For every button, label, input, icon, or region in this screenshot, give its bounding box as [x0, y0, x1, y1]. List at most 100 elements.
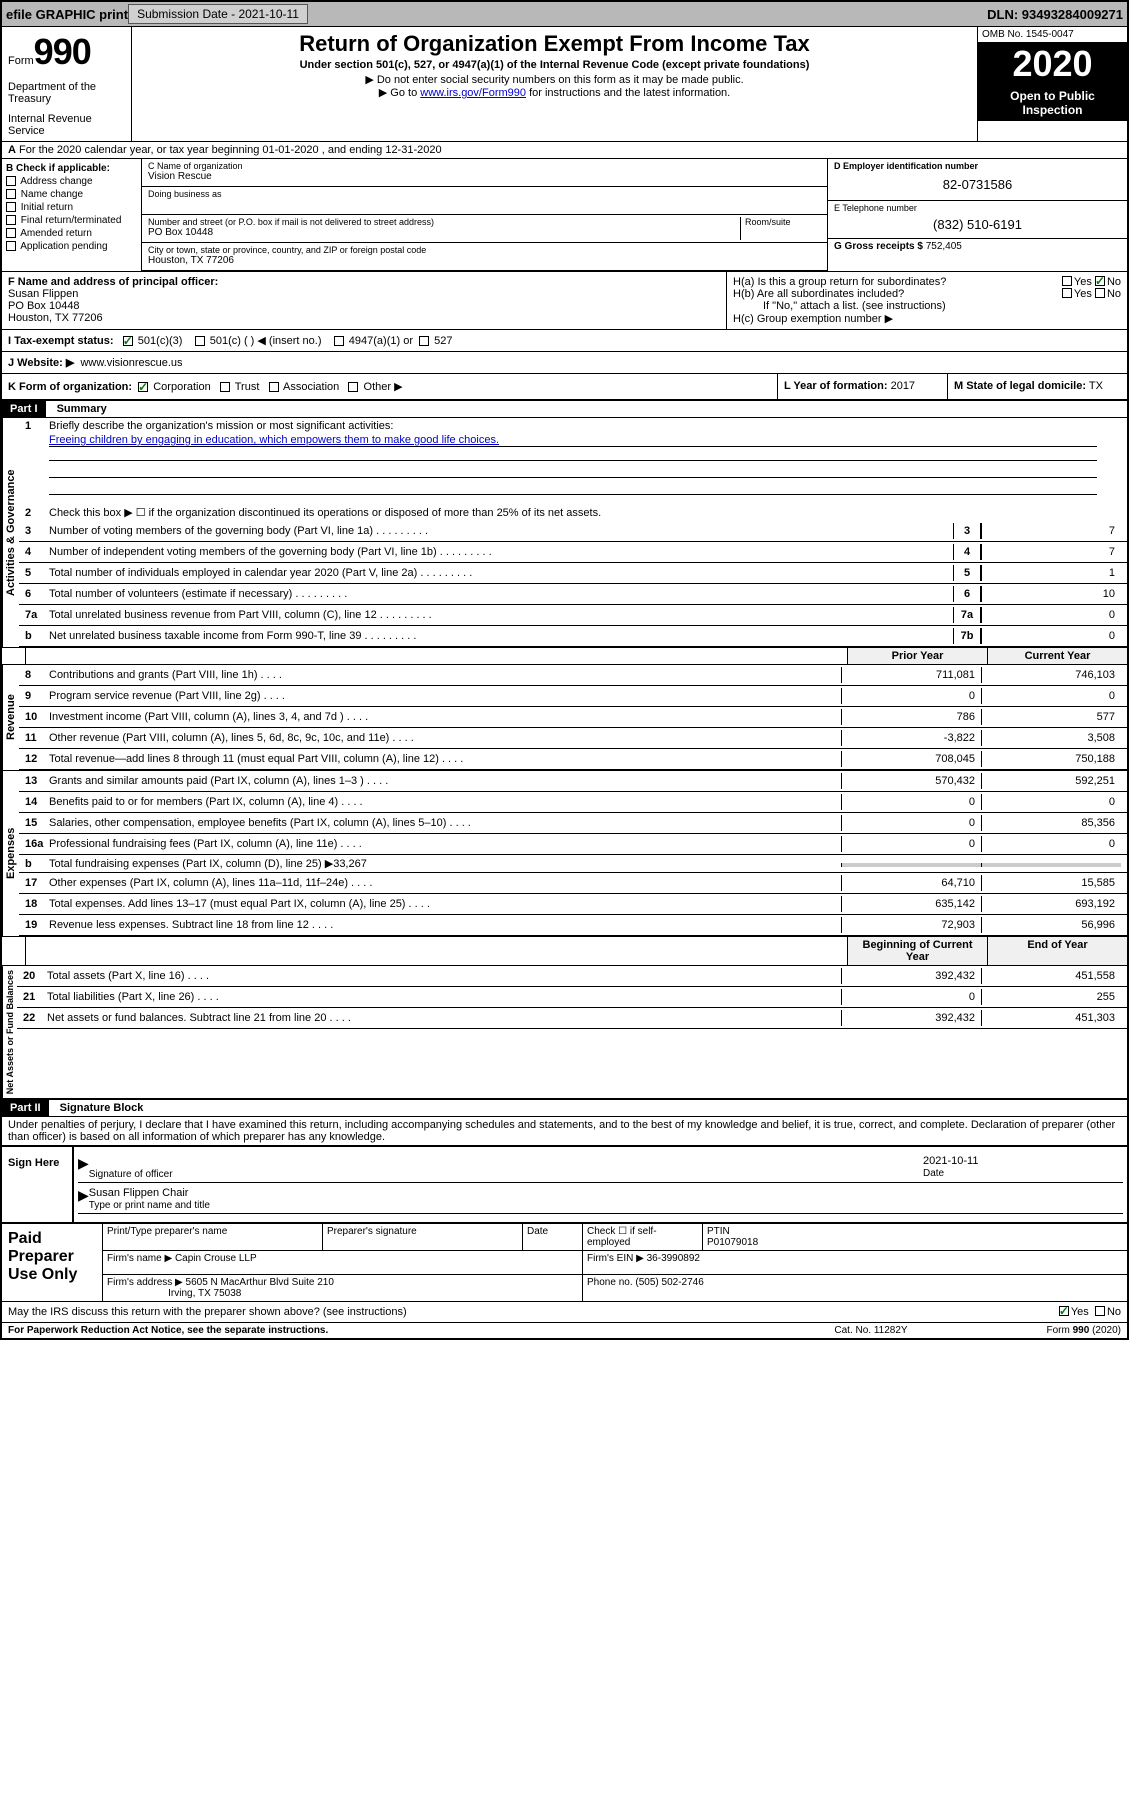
cb-501c3[interactable] [123, 336, 133, 346]
sig-date: 2021-10-11 [923, 1155, 978, 1167]
website-val: www.visionrescue.us [80, 357, 182, 369]
revenue-header: Prior Year Current Year [2, 647, 1127, 665]
b-item-3: Final return/terminated [21, 215, 122, 226]
tel-val: (832) 510-6191 [834, 213, 1121, 236]
footer-mid: Cat. No. 11282Y [771, 1325, 971, 1336]
cb-corp[interactable] [138, 382, 148, 392]
gross-label: G Gross receipts $ [834, 241, 923, 252]
officer-city: Houston, TX 77206 [8, 312, 720, 324]
sidebar-ag: Activities & Governance [2, 418, 19, 647]
efile-label: efile GRAPHIC print [6, 7, 128, 22]
tax-status-row: I Tax-exempt status: 501(c)(3) 501(c) ( … [2, 330, 1127, 352]
tax-year: 2020 [978, 43, 1127, 85]
date-label: Date [923, 1168, 944, 1179]
cb-501c[interactable] [195, 336, 205, 346]
cb-assoc[interactable] [269, 382, 279, 392]
checkbox-final[interactable] [6, 215, 16, 225]
b-item-2: Initial return [21, 202, 73, 213]
b-label: B Check if applicable: [6, 163, 110, 174]
form-box: Form990 Department of the Treasury Inter… [2, 27, 132, 141]
f-label: F Name and address of principal officer: [8, 276, 218, 288]
part1-title: Summary [49, 403, 107, 415]
firm-label: Firm's name ▶ [107, 1253, 172, 1264]
checkbox-amended[interactable] [6, 228, 16, 238]
org-name: Vision Rescue [148, 171, 821, 182]
submission-date-btn[interactable]: Submission Date - 2021-10-11 [128, 4, 308, 24]
section-f: F Name and address of principal officer:… [2, 272, 727, 329]
discuss-yes-cb[interactable] [1059, 1306, 1069, 1316]
netassets-header: Beginning of Current Year End of Year [2, 936, 1127, 966]
sig-officer-label: Signature of officer [89, 1155, 923, 1180]
addr-val: PO Box 10448 [148, 227, 740, 238]
form-word: Form [8, 55, 34, 67]
header-center: Return of Organization Exempt From Incom… [132, 27, 977, 141]
arrow-icon-2: ▶ [78, 1187, 89, 1211]
ein-label: Firm's EIN ▶ [587, 1253, 644, 1264]
m-val: TX [1089, 380, 1103, 392]
discuss-text: May the IRS discuss this return with the… [8, 1306, 1059, 1318]
checkbox-name[interactable] [6, 189, 16, 199]
footer-right: Form 990 (2020) [971, 1325, 1121, 1336]
activities-governance: Activities & Governance 1Briefly describ… [2, 418, 1127, 647]
sidebar-rev: Revenue [2, 665, 19, 770]
hb-yes[interactable] [1062, 288, 1072, 298]
part2-title: Signature Block [52, 1102, 144, 1114]
part1-header: Part I [2, 401, 46, 417]
checkbox-pending[interactable] [6, 241, 16, 251]
checkbox-initial[interactable] [6, 202, 16, 212]
prep-print-label: Print/Type preparer's name [103, 1224, 323, 1250]
yes-2: Yes [1074, 288, 1092, 300]
revenue-section: Revenue 8Contributions and grants (Part … [2, 665, 1127, 770]
hb-no[interactable] [1095, 288, 1105, 298]
discuss-no-cb[interactable] [1095, 1306, 1105, 1316]
no-2: No [1107, 288, 1121, 300]
ha-yes[interactable] [1062, 276, 1072, 286]
cb-other[interactable] [348, 382, 358, 392]
irs-link[interactable]: www.irs.gov/Form990 [420, 87, 526, 99]
topbar: efile GRAPHIC print Submission Date - 20… [2, 2, 1127, 27]
d-label: D Employer identification number [834, 161, 978, 171]
c-label: C Name of organization [148, 161, 821, 171]
footer: For Paperwork Reduction Act Notice, see … [2, 1322, 1127, 1338]
note-link: ▶ Go to www.irs.gov/Form990 for instruct… [140, 86, 969, 99]
discuss-no: No [1107, 1306, 1121, 1318]
16b-num: b [25, 858, 49, 870]
opt-corp: Corporation [153, 381, 210, 393]
b-item-0: Address change [20, 176, 92, 187]
discuss-row: May the IRS discuss this return with the… [2, 1301, 1127, 1322]
section-d: D Employer identification number 82-0731… [827, 159, 1127, 271]
sidebar-exp: Expenses [2, 771, 19, 936]
begin-year-hdr: Beginning of Current Year [847, 937, 987, 965]
ha-no[interactable] [1095, 276, 1105, 286]
part2-header: Part II [2, 1100, 49, 1116]
part1-header-row: Part I Summary [2, 401, 1127, 418]
section-h: H(a) Is this a group return for subordin… [727, 272, 1127, 329]
cb-527[interactable] [419, 336, 429, 346]
city-val: Houston, TX 77206 [148, 255, 821, 266]
mission-text[interactable]: Freeing children by engaging in educatio… [49, 434, 1097, 447]
ptin-label: PTIN [707, 1226, 730, 1237]
cb-4947[interactable] [334, 336, 344, 346]
arrow-icon: ▶ [78, 1155, 89, 1180]
ha-label: H(a) Is this a group return for subordin… [733, 276, 1062, 288]
website-row: J Website: ▶ www.visionrescue.us [2, 352, 1127, 374]
sidebar-net: Net Assets or Fund Balances [2, 966, 17, 1098]
form-title: Return of Organization Exempt From Incom… [140, 31, 969, 57]
room-label: Room/suite [745, 217, 821, 227]
line2-text: Check this box ▶ ☐ if the organization d… [49, 506, 1121, 519]
checkbox-address[interactable] [6, 176, 16, 186]
m-label: M State of legal domicile: [954, 380, 1086, 392]
line-a: A For the 2020 calendar year, or tax yea… [2, 142, 1127, 159]
cb-trust[interactable] [220, 382, 230, 392]
section-b-row: B Check if applicable: Address change Na… [2, 159, 1127, 272]
yes-1: Yes [1074, 276, 1092, 288]
b-item-1: Name change [21, 189, 83, 200]
sign-here-label: Sign Here [2, 1147, 72, 1222]
prep-check-label: Check ☐ if self-employed [583, 1224, 703, 1250]
k-label: K Form of organization: [8, 381, 132, 393]
firm-phone: (505) 502-2746 [635, 1277, 703, 1288]
opt-4947: 4947(a)(1) or [349, 335, 413, 347]
header-row: Form990 Department of the Treasury Inter… [2, 27, 1127, 142]
expenses-section: Expenses 13Grants and similar amounts pa… [2, 770, 1127, 936]
firm-ein: 36-3990892 [647, 1253, 700, 1264]
